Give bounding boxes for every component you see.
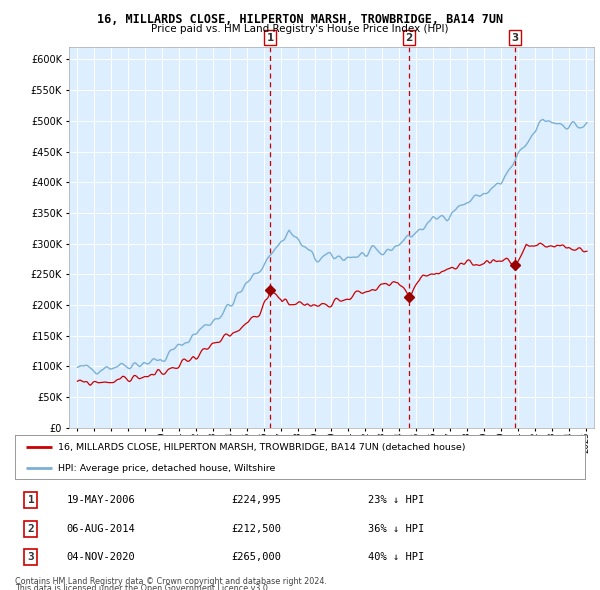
Text: 40% ↓ HPI: 40% ↓ HPI <box>368 552 425 562</box>
Text: 2: 2 <box>406 32 413 42</box>
Text: £265,000: £265,000 <box>232 552 281 562</box>
Text: 2: 2 <box>28 524 34 533</box>
Text: Price paid vs. HM Land Registry's House Price Index (HPI): Price paid vs. HM Land Registry's House … <box>151 24 449 34</box>
Text: HPI: Average price, detached house, Wiltshire: HPI: Average price, detached house, Wilt… <box>58 464 275 473</box>
Text: 16, MILLARDS CLOSE, HILPERTON MARSH, TROWBRIDGE, BA14 7UN (detached house): 16, MILLARDS CLOSE, HILPERTON MARSH, TRO… <box>58 442 465 452</box>
Text: 16, MILLARDS CLOSE, HILPERTON MARSH, TROWBRIDGE, BA14 7UN: 16, MILLARDS CLOSE, HILPERTON MARSH, TRO… <box>97 13 503 26</box>
Text: 1: 1 <box>266 32 274 42</box>
Text: £224,995: £224,995 <box>232 495 281 505</box>
Text: 19-MAY-2006: 19-MAY-2006 <box>66 495 135 505</box>
Text: £212,500: £212,500 <box>232 524 281 533</box>
Text: 06-AUG-2014: 06-AUG-2014 <box>66 524 135 533</box>
Text: 3: 3 <box>28 552 34 562</box>
Text: 1: 1 <box>28 495 34 505</box>
Text: 04-NOV-2020: 04-NOV-2020 <box>66 552 135 562</box>
Text: 3: 3 <box>511 32 519 42</box>
Text: Contains HM Land Registry data © Crown copyright and database right 2024.: Contains HM Land Registry data © Crown c… <box>15 577 327 586</box>
Text: 36% ↓ HPI: 36% ↓ HPI <box>368 524 425 533</box>
Text: 23% ↓ HPI: 23% ↓ HPI <box>368 495 425 505</box>
Text: This data is licensed under the Open Government Licence v3.0.: This data is licensed under the Open Gov… <box>15 584 271 590</box>
